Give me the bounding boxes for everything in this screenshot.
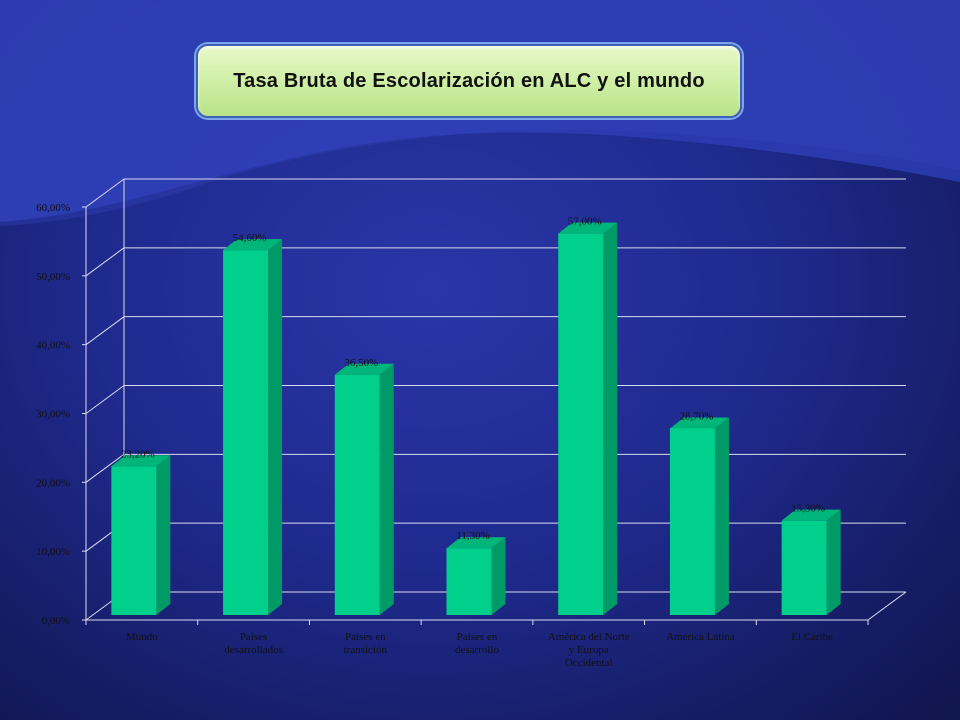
x-tick-label: Países en <box>457 631 498 643</box>
bar-top <box>558 222 618 234</box>
gridline-side <box>85 316 125 346</box>
data-label: 15,30% <box>791 503 825 515</box>
bar-side <box>491 537 506 615</box>
bar-top <box>334 363 394 375</box>
bar-side <box>603 222 618 615</box>
y-tick-label: 0,00% <box>42 615 70 627</box>
bar <box>334 374 380 615</box>
x-tick-label: América Latina <box>666 631 735 643</box>
bar-top <box>446 537 506 549</box>
data-label: 36,50% <box>344 357 378 369</box>
gridline-side <box>85 247 125 277</box>
gridline-side <box>85 385 125 414</box>
bar <box>446 548 492 615</box>
gridline-side <box>85 178 125 208</box>
x-tick-label: desarrollados <box>224 644 283 656</box>
x-tick-label: Occidental <box>565 657 613 669</box>
bar-side <box>714 417 729 615</box>
y-tick-label: 40,00% <box>36 340 70 352</box>
bar-side <box>268 239 283 616</box>
data-label: 11,30% <box>456 530 490 542</box>
bar <box>223 250 269 616</box>
gridline-side <box>85 453 125 483</box>
bar-top <box>669 417 729 429</box>
x-tick-label: Países en <box>345 631 386 643</box>
bar-top <box>781 509 841 521</box>
bar <box>558 233 604 615</box>
y-tick-label: 30,00% <box>36 409 70 421</box>
x-tick-label: Mundo <box>126 631 158 643</box>
bar-top <box>223 239 283 251</box>
y-tick-label: 60,00% <box>36 202 70 214</box>
x-tick-label: y Europa <box>569 644 609 656</box>
floor-right-edge <box>867 591 907 621</box>
data-label: 28,70% <box>679 410 713 422</box>
chart-title: Tasa Bruta de Escolarización en ALC y el… <box>233 69 705 92</box>
data-label: 57,00% <box>568 216 602 228</box>
x-tick-label: El Caribe <box>791 631 833 643</box>
bar-side <box>379 363 394 615</box>
chart-title-box: Tasa Bruta de Escolarización en ALC y el… <box>196 44 742 118</box>
bar-side <box>156 455 171 615</box>
y-tick-label: 10,00% <box>36 546 70 558</box>
bar-top <box>111 455 171 467</box>
y-tick-label: 50,00% <box>36 271 70 283</box>
bar <box>781 520 827 615</box>
bar <box>669 428 715 615</box>
data-label: 54,60% <box>233 232 267 244</box>
bar-side <box>826 509 841 615</box>
x-tick-label: desarrollo <box>455 644 499 656</box>
bar <box>111 466 157 615</box>
data-label: 23,20% <box>121 448 155 460</box>
x-tick-label: transición <box>344 644 388 656</box>
x-tick-label: América del Norte <box>548 631 630 643</box>
y-tick-label: 20,00% <box>36 477 70 489</box>
x-tick-label: Países <box>240 631 268 643</box>
